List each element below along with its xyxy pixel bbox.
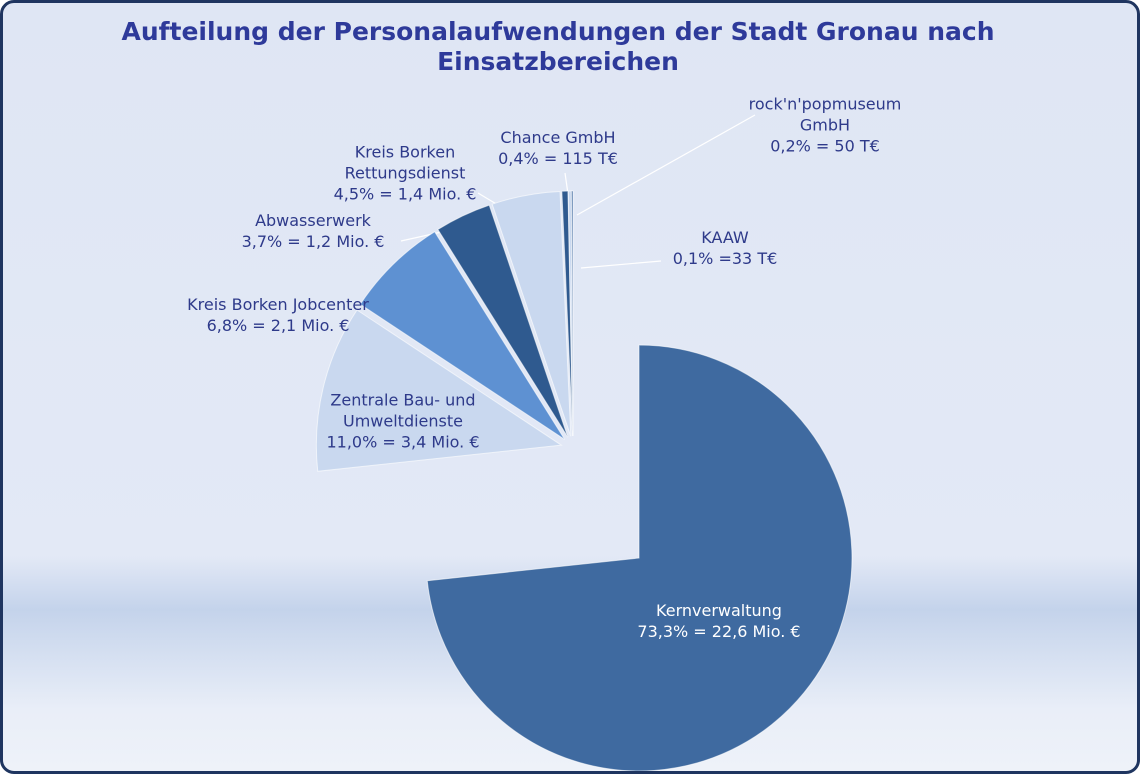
slices [315, 190, 853, 771]
leader-line [580, 260, 662, 269]
pie-slice [437, 204, 569, 438]
slice-value: 73,3% = 22,6 Mio. € [637, 622, 801, 641]
pie-slice [570, 190, 574, 437]
slice-name: rock'n'popmuseum GmbH [748, 94, 902, 135]
chart-title: Aufteilung der Personalaufwendungen der … [121, 17, 995, 76]
slice-label: Kreis Borken Jobcenter 6,8% = 2,1 Mio. € [187, 294, 369, 336]
slice-name: Abwasserwerk [255, 211, 371, 230]
slice-label: Chance GmbH 0,4% = 115 T€ [498, 127, 618, 169]
slice-value: 0,1% =33 T€ [672, 249, 778, 268]
plot [315, 114, 853, 771]
slice-name: Chance GmbH [500, 128, 616, 147]
slice-value: 0,4% = 115 T€ [498, 149, 618, 168]
slice-name: Kreis Borken Jobcenter [187, 295, 369, 314]
slice-label: Kernverwaltung 73,3% = 22,6 Mio. € [637, 600, 800, 642]
slice-value: 6,8% = 2,1 Mio. € [206, 316, 350, 335]
slice-label: Abwasserwerk 3,7% = 1,2 Mio. € [242, 210, 385, 252]
slice-name: Zentrale Bau- und Umweltdienste [330, 390, 476, 431]
pie-slice [359, 231, 566, 440]
slice-label: Zentrale Bau- und Umweltdienste 11,0% = 3… [308, 390, 498, 453]
slice-name: KAAW [701, 228, 749, 247]
slice-label: Kreis Borken Rettungsdienst 4,5% = 1,4 Mi… [325, 142, 485, 205]
leader-line [576, 114, 756, 216]
pie-slice [315, 309, 563, 472]
pie-slice [491, 190, 572, 437]
slice-value: 0,2% = 50 T€ [770, 136, 880, 156]
slice-value: 11,0% = 3,4 Mio. € [326, 432, 480, 452]
slice-label: KAAW 0,1% =33 T€ [673, 227, 778, 269]
slice-name: Kernverwaltung [656, 601, 782, 620]
slice-value: 3,7% = 1,2 Mio. € [241, 232, 385, 251]
leader-lines [377, 114, 756, 326]
pie-slice [426, 344, 853, 771]
slice-label: rock'n'popmuseum GmbH 0,2% = 50 T€ [735, 94, 915, 157]
slice-value: 4,5% = 1,4 Mio. € [333, 184, 477, 204]
slice-name: Kreis Borken Rettungsdienst [344, 142, 466, 183]
